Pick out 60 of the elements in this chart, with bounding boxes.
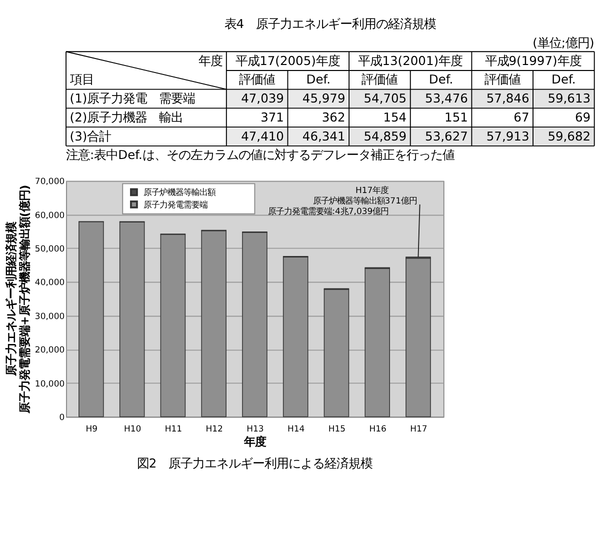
legend-label: 原子力発電需要端 bbox=[143, 200, 208, 210]
x-tick-label: H11 bbox=[164, 424, 182, 434]
chart-title: 表4 原子力エネルギー利用の経済規模 bbox=[224, 17, 436, 32]
y-axis-title: 原子力エネルギー利用経済規模原子力発電需要端+原子炉機器等輸出額(億円) bbox=[4, 184, 32, 415]
data-label: 47,039 bbox=[241, 92, 284, 106]
y-tick-label: 70,000 bbox=[34, 177, 65, 188]
data-label: 59,613 bbox=[548, 92, 591, 106]
y-tick-label: (2)原子力機器 輸出 bbox=[70, 110, 184, 124]
y-tick-label: 10,000 bbox=[34, 379, 65, 390]
data-label: 53,627 bbox=[425, 129, 468, 144]
text: 年度 bbox=[198, 54, 223, 68]
x-tick-label: 評価値 bbox=[362, 72, 398, 87]
x-tick-label: 評価値 bbox=[239, 72, 276, 87]
data-label: 47,410 bbox=[241, 129, 284, 144]
y-tick-label: (3)合計 bbox=[70, 129, 112, 144]
x-tick-label: H12 bbox=[206, 424, 223, 434]
x-tick-label: Def. bbox=[306, 72, 331, 87]
text: 注意:表中Def.は、その左カラムの値に対するデフレータ補正を行った値 bbox=[66, 148, 454, 162]
x-tick-label: Def. bbox=[428, 72, 454, 87]
x-tick-label: H9 bbox=[86, 424, 98, 434]
data-label: 371 bbox=[260, 110, 284, 124]
data-label: 151 bbox=[444, 110, 468, 124]
data-label: 46,341 bbox=[302, 129, 346, 144]
legend-label: 原子炉機器等輸出額 bbox=[143, 188, 216, 198]
text: 平成13(2001)年度 bbox=[358, 54, 463, 68]
y-tick-label: 50,000 bbox=[34, 244, 65, 255]
annotation: 原子力発電需要端:4兆7,039億円 bbox=[268, 206, 389, 217]
text: (単位;億円) bbox=[532, 36, 594, 50]
data-label: 69 bbox=[574, 110, 591, 124]
data-label: 67 bbox=[514, 110, 530, 124]
y-tick-label: 20,000 bbox=[34, 346, 65, 356]
x-tick-label: H10 bbox=[124, 424, 142, 434]
y-tick-label: (1)原子力発電 需要端 bbox=[70, 92, 196, 106]
text: 平成17(2005)年度 bbox=[236, 54, 340, 68]
data-label: 57,913 bbox=[486, 129, 530, 144]
text: 項目 bbox=[68, 72, 94, 87]
data-label: 54,705 bbox=[364, 92, 407, 106]
text: 平成9(1997)年度 bbox=[484, 54, 582, 68]
data-label: 59,682 bbox=[548, 129, 591, 144]
y-tick-label: 0 bbox=[59, 413, 65, 423]
text: 図2 原子力エネルギー利用による経済規模 bbox=[136, 456, 373, 471]
y-tick-label: 60,000 bbox=[34, 210, 65, 221]
x-tick-label: H17 bbox=[410, 424, 428, 434]
data-label: 362 bbox=[322, 110, 346, 124]
y-tick-label: 30,000 bbox=[34, 312, 65, 322]
x-tick-label: H15 bbox=[328, 424, 346, 434]
annotation: 原子炉機器等輸出額371億円 bbox=[312, 196, 417, 206]
x-tick-label: H16 bbox=[369, 424, 386, 434]
data-label: 57,846 bbox=[486, 92, 530, 106]
x-tick-label: H14 bbox=[287, 424, 305, 434]
data-label: 45,979 bbox=[302, 92, 346, 106]
data-label: 154 bbox=[383, 110, 407, 124]
x-tick-label: 評価値 bbox=[484, 72, 520, 87]
data-label: 53,476 bbox=[425, 92, 468, 106]
y-tick-label: 40,000 bbox=[34, 278, 65, 288]
x-axis-title: 年度 bbox=[243, 434, 266, 448]
x-tick-label: H13 bbox=[246, 424, 264, 434]
x-tick-label: Def. bbox=[552, 72, 576, 87]
annotation: H17年度 bbox=[355, 186, 389, 196]
data-label: 54,859 bbox=[364, 129, 407, 144]
